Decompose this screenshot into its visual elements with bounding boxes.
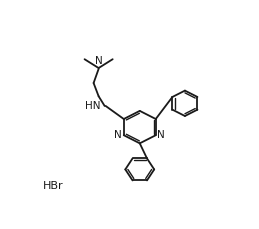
Text: HBr: HBr [42, 181, 63, 191]
Text: HN: HN [85, 101, 100, 111]
Text: N: N [114, 130, 122, 140]
Text: N: N [157, 130, 165, 140]
Text: N: N [95, 56, 103, 66]
